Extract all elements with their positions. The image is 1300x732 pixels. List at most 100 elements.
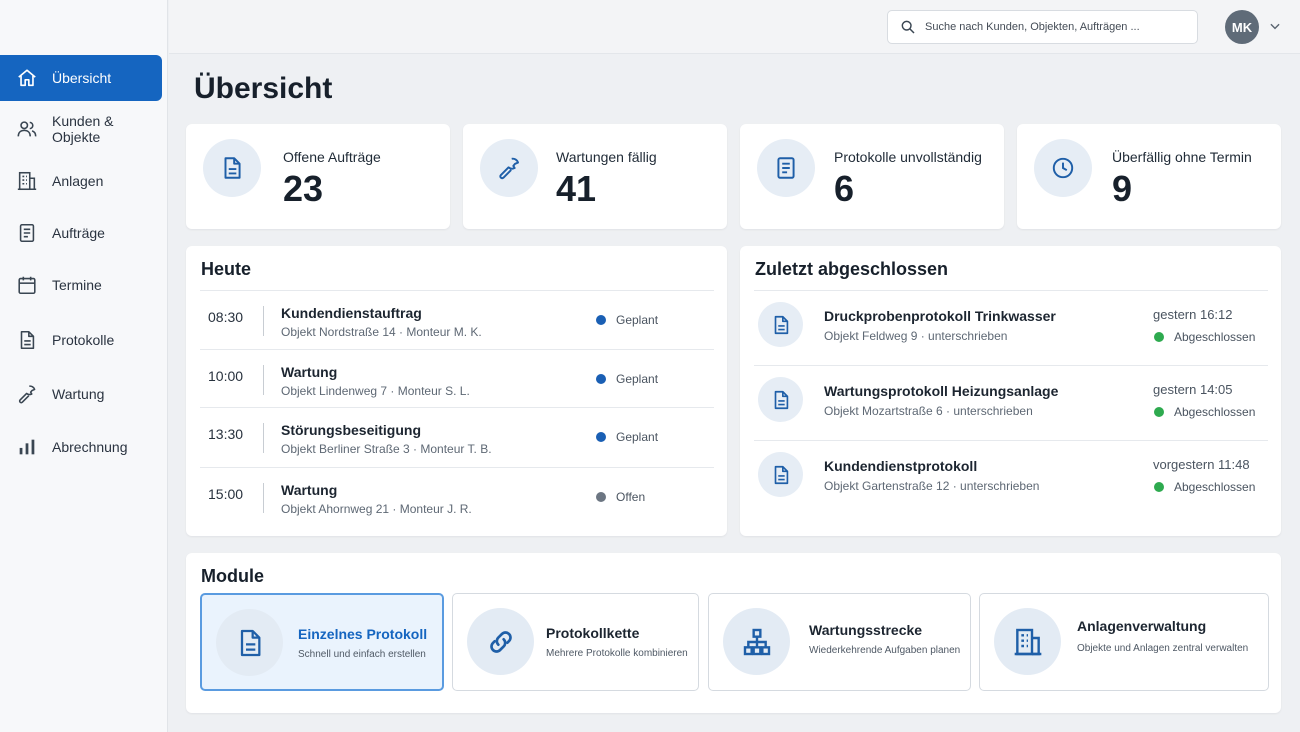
protocol-subtitle: Objekt Mozartstraße 6 · unterschrieben	[824, 404, 1033, 418]
module-icon-circle	[216, 609, 283, 676]
status-dot	[1154, 482, 1164, 492]
section-title: Zuletzt abgeschlossen	[755, 259, 949, 279]
list-item[interactable]: 08:30 Kundendienstauftrag Objekt Nordstr…	[200, 290, 714, 348]
document-icon	[224, 157, 241, 179]
appointment-time: 10:00	[208, 368, 244, 384]
protocol-subtitle: Objekt Gartenstraße 12 · unterschrieben	[824, 479, 1040, 493]
sidebar-item-label: Protokolle	[52, 332, 115, 348]
list-item[interactable]: Kundendienstprotokoll Objekt Gartenstraß…	[754, 440, 1268, 515]
divider	[263, 365, 264, 395]
appointment-subtitle: Objekt Berliner Straße 3 · Monteur T. B.	[281, 442, 492, 456]
appointment-subtitle: Objekt Lindenweg 7 · Monteur S. L.	[281, 384, 470, 398]
wrench-icon	[18, 385, 36, 404]
document-icon	[20, 330, 35, 350]
module-icon-circle	[723, 608, 790, 675]
appointment-time: 13:30	[208, 426, 244, 442]
protocol-timestamp: gestern 16:12	[1153, 307, 1233, 322]
stat-card-protokolle-unvollstaendig[interactable]: Protokolle unvollständig 6	[740, 124, 1004, 229]
protocol-timestamp: vorgestern 11:48	[1153, 457, 1250, 472]
module-wartungsstrecke[interactable]: Wartungsstrecke Wiederkehrende Aufgaben …	[708, 593, 971, 691]
document-icon	[774, 465, 788, 484]
sidebar-item-auftraege[interactable]: Aufträge	[0, 210, 162, 256]
sidebar-item-termine[interactable]: Termine	[0, 262, 162, 308]
stat-card-offene-auftraege[interactable]: Offene Aufträge 23	[186, 124, 450, 229]
module-icon-circle	[467, 608, 534, 675]
status-badge: Geplant	[616, 313, 659, 327]
stat-value: 9	[1112, 168, 1133, 209]
list-item[interactable]: 13:30 Störungsbeseitigung Objekt Berline…	[200, 407, 714, 465]
sidebar-item-label: Termine	[52, 277, 102, 293]
avatar[interactable]: MK	[1225, 10, 1259, 44]
status-dot	[596, 492, 606, 502]
list-item[interactable]: 15:00 Wartung Objekt Ahornweg 21 · Monte…	[200, 467, 714, 525]
top-bar: MK	[169, 0, 1300, 54]
appointment-subtitle: Objekt Ahornweg 21 · Monteur J. R.	[281, 502, 472, 516]
sidebar-item-label: Übersicht	[52, 70, 112, 86]
protocol-title: Wartungsprotokoll Heizungsanlage	[824, 383, 1059, 399]
list-item[interactable]: 10:00 Wartung Objekt Lindenweg 7 · Monte…	[200, 349, 714, 407]
status-dot	[596, 315, 606, 325]
modules-panel: Module Einzelnes Protokoll Schnell und e…	[186, 553, 1281, 713]
stat-card-ueberfaellig[interactable]: Überfällig ohne Termin 9	[1017, 124, 1281, 229]
search-icon	[901, 20, 915, 34]
status-badge: Abgeschlossen	[1174, 405, 1256, 419]
protocol-title: Kundendienstprotokoll	[824, 458, 978, 474]
document-icon-circle	[758, 302, 803, 347]
appointment-title: Kundendienstauftrag	[281, 305, 422, 321]
sidebar-item-anlagen[interactable]: Anlagen	[0, 158, 162, 204]
module-title: Anlagenverwaltung	[1077, 618, 1207, 634]
stat-label: Protokolle unvollständig	[834, 149, 982, 165]
list-item[interactable]: Wartungsprotokoll Heizungsanlage Objekt …	[754, 365, 1268, 440]
module-subtitle: Wiederkehrende Aufgaben planen	[809, 645, 961, 656]
divider	[263, 306, 264, 336]
sidebar-item-kunden-objekte[interactable]: Kunden & Objekte	[0, 106, 162, 152]
module-einzelnes-protokoll[interactable]: Einzelnes Protokoll Schnell und einfach …	[200, 593, 444, 691]
search-input[interactable]	[925, 21, 1185, 33]
status-dot	[1154, 407, 1164, 417]
section-title: Module	[201, 566, 264, 586]
clipboard-icon	[19, 223, 35, 243]
module-protokollkette[interactable]: Protokollkette Mehrere Protokolle kombin…	[452, 593, 699, 691]
sidebar-item-uebersicht[interactable]: Übersicht	[0, 55, 162, 101]
sidebar-item-wartung[interactable]: Wartung	[0, 371, 162, 417]
users-icon	[17, 121, 37, 137]
status-badge: Abgeschlossen	[1174, 480, 1256, 494]
status-badge: Geplant	[616, 372, 659, 386]
calendar-icon	[18, 276, 36, 295]
module-anlagenverwaltung[interactable]: Anlagenverwaltung Objekte und Anlagen ze…	[979, 593, 1269, 691]
appointment-time: 15:00	[208, 486, 244, 502]
module-title: Protokollkette	[546, 625, 640, 641]
sidebar: Übersicht Kunden & Objekte Anlagen Auftr…	[0, 0, 168, 732]
sidebar-item-protokolle[interactable]: Protokolle	[0, 317, 162, 363]
stat-label: Offene Aufträge	[283, 149, 381, 165]
protocol-subtitle: Objekt Feldweg 9 · unterschrieben	[824, 329, 1008, 343]
module-subtitle: Schnell und einfach erstellen	[298, 649, 426, 660]
protocol-timestamp: gestern 14:05	[1153, 382, 1233, 397]
appointment-title: Störungsbeseitigung	[281, 422, 421, 438]
stat-value: 6	[834, 168, 855, 209]
page-title: Übersicht	[194, 72, 333, 105]
section-title: Heute	[201, 259, 252, 279]
sidebar-item-label: Abrechnung	[52, 439, 128, 455]
appointment-title: Wartung	[281, 364, 338, 380]
recent-panel: Zuletzt abgeschlossen Druckprobenprotoko…	[740, 246, 1281, 536]
divider	[263, 423, 264, 453]
hierarchy-icon	[743, 628, 770, 655]
search-box[interactable]	[887, 10, 1198, 44]
module-subtitle: Objekte und Anlagen zentral verwalten	[1077, 643, 1249, 654]
module-title: Wartungsstrecke	[809, 622, 923, 638]
sidebar-item-label: Kunden & Objekte	[52, 113, 114, 145]
link-icon	[489, 630, 512, 653]
divider	[263, 483, 264, 513]
stat-label: Wartungen fällig	[556, 149, 657, 165]
status-badge: Offen	[616, 490, 646, 504]
module-icon-circle	[994, 608, 1061, 675]
stat-card-wartungen-faellig[interactable]: Wartungen fällig 41	[463, 124, 727, 229]
document-icon	[774, 315, 788, 334]
list-item[interactable]: Druckprobenprotokoll Trinkwasser Objekt …	[754, 290, 1268, 365]
document-icon	[774, 390, 788, 409]
sidebar-item-label: Anlagen	[52, 173, 104, 189]
sidebar-item-abrechnung[interactable]: Abrechnung	[0, 424, 162, 470]
module-subtitle: Mehrere Protokolle kombinieren	[546, 648, 688, 659]
chevron-down-icon[interactable]	[1268, 19, 1282, 33]
